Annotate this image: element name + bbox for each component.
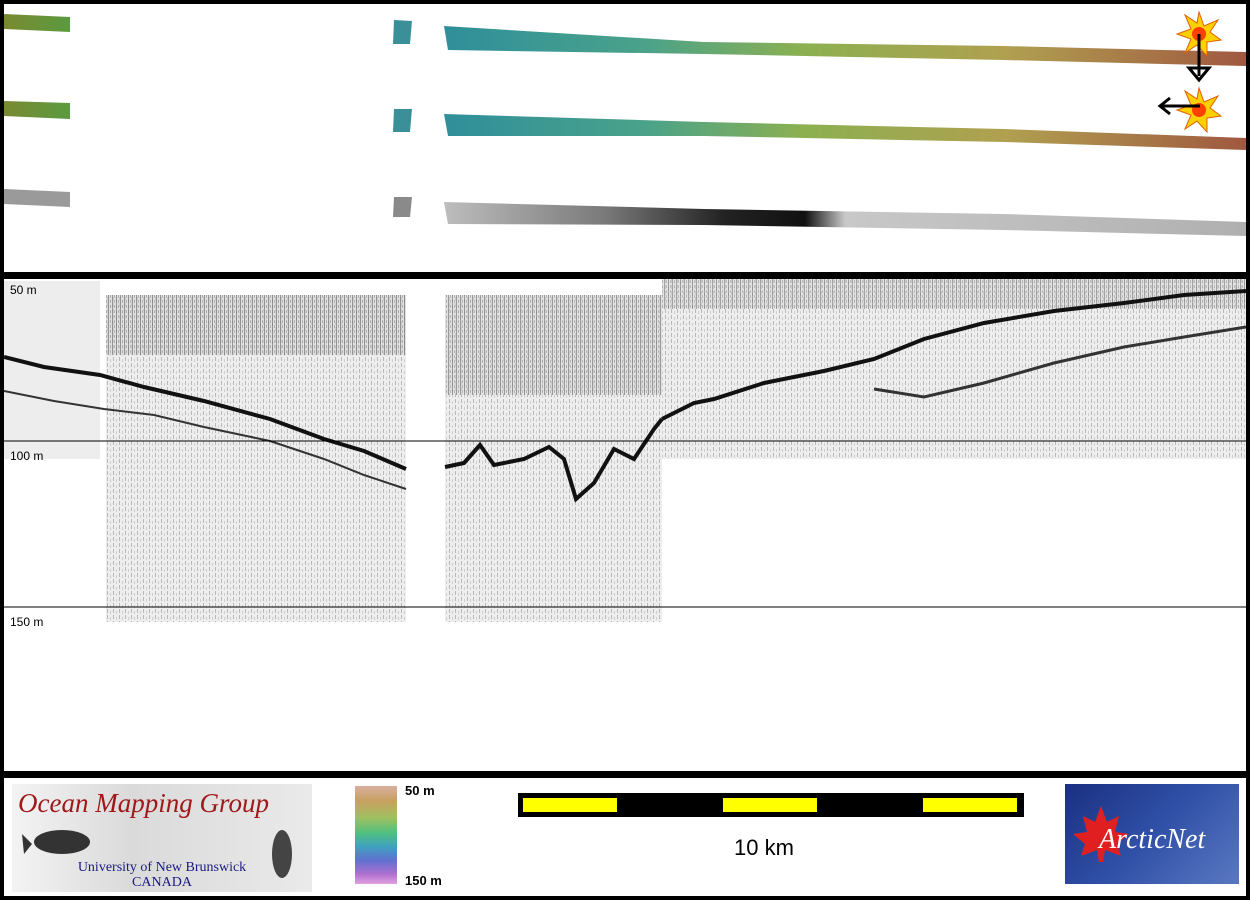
omg-logo-subtitle-1: University of New Brunswick [77,860,247,875]
swath-strip-1-mid [393,20,412,44]
depth-label-50: 50 m [10,283,37,297]
swath-strip-3-mid [393,197,412,217]
swath-strip-2-main [444,114,1246,150]
arcticnet-logo: ArcticNet [1065,784,1239,884]
footer-panel: Ocean Mapping Group University of New Br… [4,778,1246,896]
scale-segment [923,798,1017,812]
arcticnet-logo-text: ArcticNet [1099,824,1206,855]
sun-arrow-left-icon [1157,96,1200,116]
maple-leaf-icon [1073,806,1129,862]
swath-strip-1-left [4,14,70,32]
depth-label-100: 100 m [10,449,44,463]
swath-strips [4,14,1246,236]
colorbar-bottom-label: 150 m [405,873,442,888]
swath-strip-2-mid [393,109,412,132]
profile-noise-b [445,295,662,395]
scale-bar [518,793,1024,817]
omg-logo: Ocean Mapping Group University of New Br… [12,784,312,892]
seabed-reflector-mid [444,417,664,503]
swath-strip-1-main [444,26,1246,66]
profile-noise-a [106,295,406,355]
profile-noise-c [662,279,1246,309]
depth-colorbar [355,786,397,884]
omg-logo-title: Ocean Mapping Group [18,788,269,818]
seabed-reflector-left [4,355,407,471]
scale-segment [523,798,617,812]
scale-segment [723,798,817,812]
swath-strip-3-left [4,189,70,207]
subbottom-profile [4,279,1246,622]
omg-logo-subtitle-2: CANADA [132,875,192,890]
colorbar-top-label: 50 m [405,783,435,798]
whale-icon [22,830,90,854]
subbottom-reflector-left [4,390,407,490]
swath-strip-3-main [444,202,1246,236]
seabed-reflector-right [661,289,1246,421]
subbottom-reflector-right [873,325,1246,399]
swath-strip-2-left [4,101,70,119]
depth-label-150: 150 m [10,615,44,629]
fish-icon [272,830,292,878]
scale-label: 10 km [734,835,794,860]
subbottom-profile-panel: 50 m 100 m 150 m [4,279,1246,771]
swath-panel [4,4,1246,272]
sun-arrow-down-icon [1175,10,1223,134]
